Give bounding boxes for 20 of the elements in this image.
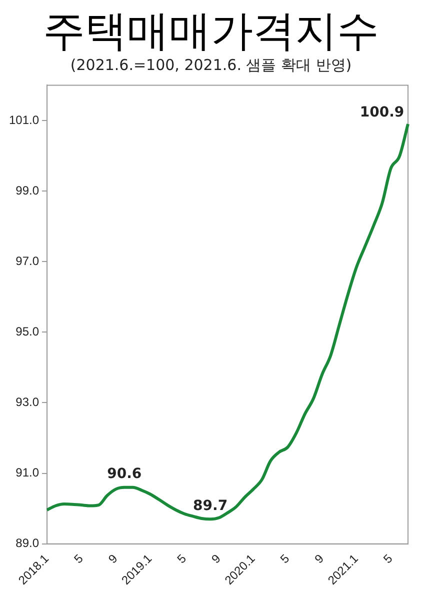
data-label: 90.6	[107, 466, 142, 482]
y-tick-label: 99.0	[16, 183, 40, 198]
x-tick-label: 5	[71, 551, 86, 566]
x-tick-label: 5	[278, 551, 292, 566]
data-label: 100.9	[360, 104, 404, 121]
x-tick-label: 9	[312, 551, 327, 566]
line-series	[46, 122, 410, 521]
y-tick-label: 101.0	[9, 112, 40, 127]
y-tick-label: 91.0	[16, 466, 40, 480]
x-tick-label: 9	[208, 551, 224, 566]
x-tick-label: 9	[106, 551, 120, 566]
y-tick-label: 89.0	[16, 536, 40, 550]
x-tick-label: 5	[380, 551, 396, 566]
y-tick-label: 93.0	[16, 395, 40, 410]
y-tick-label: 95.0	[16, 324, 40, 338]
data-label: 89.7	[193, 498, 228, 514]
chart-subtitle: (2021.6.=100, 2021.6. 샘플 확대 반영)	[69, 56, 353, 75]
chart-title: 주택매매가격지수	[42, 6, 380, 56]
x-tick-label: 5	[174, 551, 190, 566]
y-tick-label: 97.0	[16, 254, 40, 268]
